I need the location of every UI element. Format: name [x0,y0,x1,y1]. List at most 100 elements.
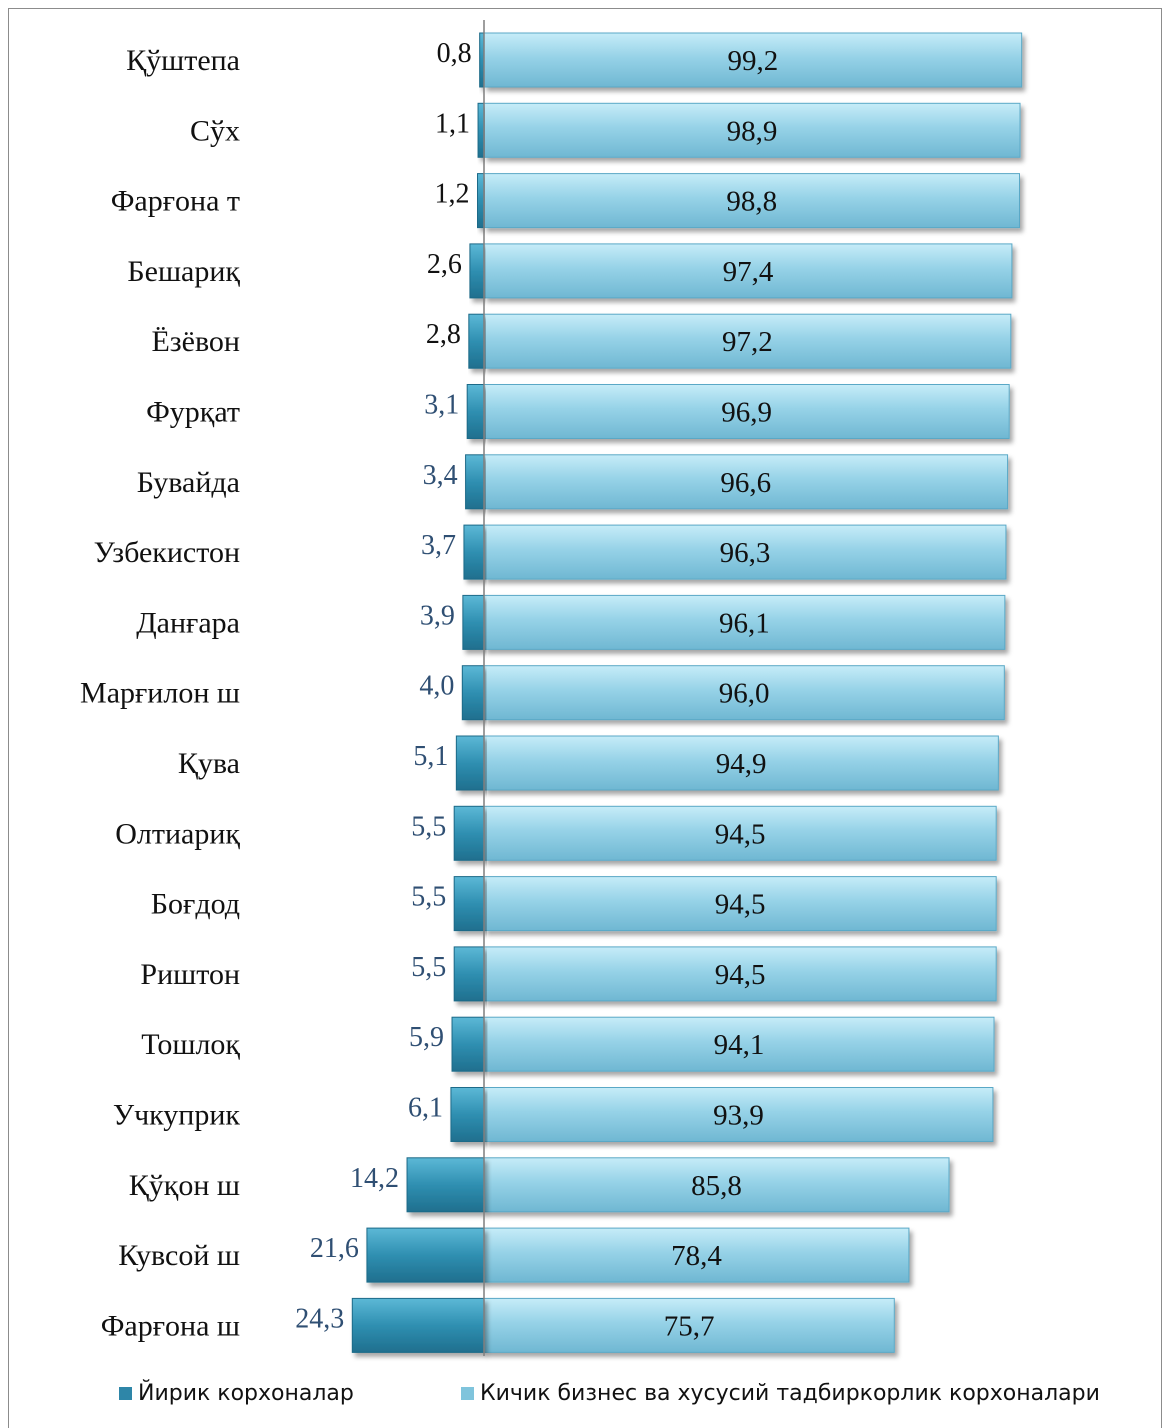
value-label-small-business: 94,5 [715,818,766,850]
legend-swatch-small [461,1387,474,1400]
value-label-small-business: 85,8 [691,1170,742,1202]
bar-small-business [483,1157,950,1213]
category-label: Риштон [140,958,240,991]
category-label: Сўх [190,114,240,147]
value-label-large-enterprise: 3,1 [424,390,459,421]
value-label-small-business: 75,7 [664,1310,715,1342]
value-label-large-enterprise: 5,5 [411,952,446,983]
value-label-large-enterprise: 5,1 [413,741,448,772]
bar-large-enterprise [351,1297,485,1353]
value-label-small-business: 94,5 [715,889,766,921]
bar-small-business [483,32,1023,88]
category-label: Боғдод [151,888,240,921]
bar-small-business [483,1227,910,1283]
value-label-large-enterprise: 1,2 [434,179,469,210]
value-label-large-enterprise: 3,4 [423,460,458,491]
value-label-small-business: 98,8 [726,186,777,218]
bar-small-business [483,805,997,861]
value-label-small-business: 96,3 [720,537,771,569]
value-label-small-business: 96,1 [719,607,770,639]
bar-small-business [483,1087,994,1142]
bar-large-enterprise [453,805,485,861]
bar-large-enterprise [463,524,485,580]
value-label-small-business: 97,2 [722,326,773,358]
category-label: Фурқат [146,396,240,429]
value-label-large-enterprise: 5,5 [411,882,446,913]
legend-swatch-large [119,1387,132,1400]
bar-small-business [483,524,1007,580]
category-label: Узбекистон [94,536,240,569]
bar-small-business [483,454,1009,510]
bar-small-business [483,173,1020,229]
value-label-small-business: 96,9 [721,397,772,429]
category-label: Кувсой ш [118,1239,240,1272]
category-label: Қува [178,747,240,780]
chart-frame [8,8,1162,1428]
bar-large-enterprise [455,735,485,791]
category-label: Фарғона ш [101,1309,240,1342]
value-label-large-enterprise: 0,8 [437,38,472,69]
bar-large-enterprise [366,1227,485,1283]
bar-large-enterprise [453,876,485,932]
value-label-large-enterprise: 1,1 [435,108,470,139]
bar-large-enterprise [453,946,485,1002]
bar-small-business [483,946,997,1002]
value-label-large-enterprise: 5,5 [411,811,446,842]
value-label-large-enterprise: 4,0 [419,671,454,702]
value-label-small-business: 78,4 [671,1240,722,1272]
bar-large-enterprise [450,1087,485,1142]
category-label: Данғара [136,606,240,639]
bar-small-business [483,594,1006,650]
legend-label-large: Йирик корхоналар [138,1380,354,1406]
value-label-small-business: 94,1 [714,1029,765,1061]
value-label-large-enterprise: 2,8 [426,319,461,350]
bar-large-enterprise [462,594,485,650]
bar-large-enterprise [406,1157,485,1213]
value-label-large-enterprise: 21,6 [310,1233,359,1264]
category-label: Учкуприк [113,1099,241,1132]
bar-large-enterprise [476,173,485,229]
category-label: Бешариқ [127,255,240,288]
bar-large-enterprise [465,454,485,510]
value-label-large-enterprise: 3,9 [420,600,455,631]
bar-large-enterprise [466,384,485,439]
value-label-large-enterprise: 14,2 [350,1163,399,1194]
value-label-large-enterprise: 3,7 [421,530,456,561]
value-label-small-business: 96,6 [720,467,771,499]
bar-small-business [483,735,999,791]
bar-small-business [483,876,997,932]
bar-small-business [483,384,1010,439]
category-label: Бувайда [137,466,240,499]
bars-layer [351,32,1023,1353]
value-label-small-business: 94,9 [716,748,767,780]
bar-large-enterprise [477,102,485,158]
bar-large-enterprise [451,1016,485,1072]
bar-small-business [483,1016,995,1072]
value-label-small-business: 93,9 [713,1100,764,1132]
category-label: Олтиариқ [115,817,240,850]
bar-small-business [483,313,1012,369]
category-label: Қўқон ш [129,1169,240,1202]
bar-small-business [483,1297,895,1353]
value-label-large-enterprise: 24,3 [295,1303,344,1334]
category-label: Марғилон ш [80,677,240,710]
category-label: Фарғона т [111,185,240,218]
bar-large-enterprise [469,243,485,299]
value-label-large-enterprise: 2,6 [427,249,462,280]
value-label-small-business: 99,2 [727,45,778,77]
category-label: Ёзёвон [151,325,240,358]
legend: Йирик корхоналар Кичик бизнес ва хусусий… [119,1380,1100,1406]
bar-large-enterprise [461,665,485,721]
bar-small-business [483,665,1005,721]
value-label-small-business: 96,0 [719,678,770,710]
category-label: Қўштепа [126,44,240,77]
value-label-small-business: 94,5 [715,959,766,991]
category-label: Тошлоқ [141,1028,240,1061]
bar-large-enterprise [468,313,485,369]
value-label-small-business: 97,4 [723,256,774,288]
legend-label-small: Кичик бизнес ва хусусий тадбиркорлик кор… [480,1381,1100,1406]
labels-layer: Қўштепа 99,2 0,8 Сўх 98,9 1,1 Фарғона т 98,8 1,2… [80,38,778,1342]
bar-small-business [483,243,1013,299]
value-label-large-enterprise: 5,9 [409,1022,444,1053]
